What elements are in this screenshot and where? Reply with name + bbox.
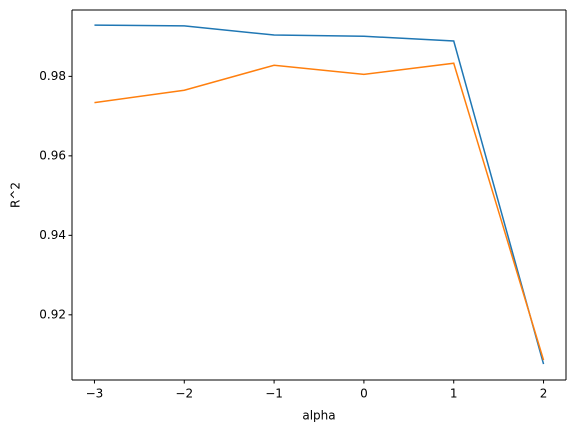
x-tick-label: −3 xyxy=(86,387,104,401)
y-axis-label: R^2 xyxy=(9,182,23,208)
y-tick-label: 0.96 xyxy=(39,148,66,162)
x-tick-label: 0 xyxy=(360,387,368,401)
x-tick-label: 2 xyxy=(540,387,548,401)
y-tick-label: 0.92 xyxy=(39,307,66,321)
x-tick-label: −2 xyxy=(175,387,193,401)
y-tick-label: 0.94 xyxy=(39,228,66,242)
x-tick-label: 1 xyxy=(450,387,458,401)
line-series xyxy=(94,24,545,365)
line-series xyxy=(94,62,545,361)
y-tick-label: 0.98 xyxy=(39,69,66,83)
x-axis-label: alpha xyxy=(302,409,335,423)
x-tick-label: −1 xyxy=(265,387,283,401)
